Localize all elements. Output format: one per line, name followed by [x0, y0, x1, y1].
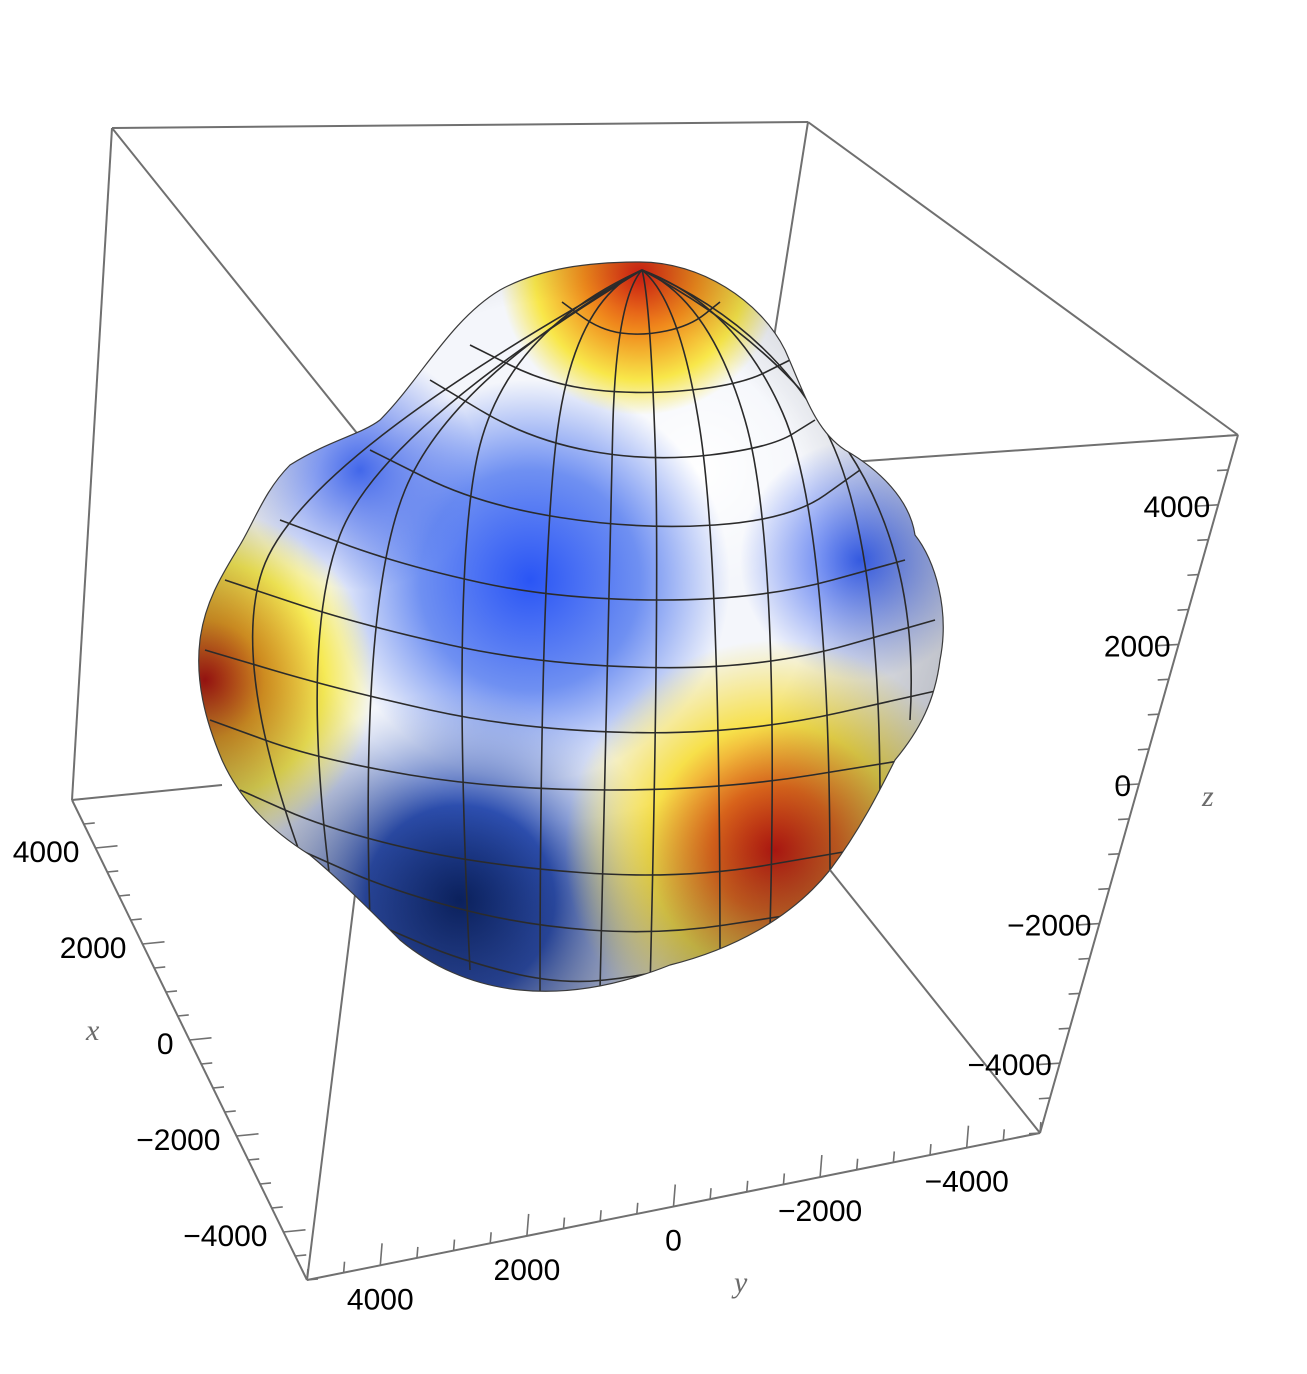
x-axis-tick — [224, 1110, 236, 1113]
y-axis-tick — [672, 1184, 677, 1207]
x-axis-tick-label: −2000 — [136, 1124, 220, 1157]
z-axis-tick — [1226, 434, 1239, 437]
z-axis-tick-label: −4000 — [968, 1049, 1052, 1082]
y-axis-tick — [562, 1217, 566, 1229]
z-axis-tick — [1217, 469, 1229, 472]
x-axis-tick — [259, 1182, 272, 1185]
z-axis-tick — [1116, 783, 1140, 787]
x-axis-tick-label: 4000 — [13, 836, 80, 869]
z-axis-tick — [1187, 573, 1199, 577]
y-axis-tick-label: 2000 — [494, 1254, 561, 1287]
y-axis-tick — [855, 1158, 859, 1170]
y-axis-tick — [599, 1210, 602, 1222]
y-axis-tick — [892, 1151, 896, 1163]
z-axis-tick — [1147, 713, 1159, 716]
y-axis-tick — [489, 1232, 492, 1244]
z-axis-tick — [1118, 818, 1130, 821]
y-axis-tick-label: 0 — [665, 1225, 682, 1258]
y-axis-tick — [819, 1155, 823, 1178]
z-axis-tick — [1038, 1097, 1050, 1100]
surface-outline — [198, 261, 944, 992]
y-axis-tick — [965, 1125, 970, 1148]
z-axis-tick — [1156, 643, 1179, 647]
x-axis-tick — [154, 966, 166, 969]
y-axis-tick-label: −4000 — [925, 1166, 1009, 1199]
y-axis-label: y — [731, 1266, 748, 1299]
z-axis-label: z — [1201, 780, 1214, 813]
x-axis-tick — [142, 941, 165, 945]
x-axis-tick — [236, 1133, 259, 1137]
y-axis-tick — [929, 1143, 932, 1156]
y-axis-tick — [526, 1213, 530, 1236]
x-axis-tick — [189, 1037, 212, 1041]
y-axis-tick — [342, 1261, 346, 1273]
x-axis-tick — [95, 845, 118, 849]
x-axis-tick — [165, 990, 178, 993]
surface — [198, 262, 944, 992]
y-axis-tick — [1002, 1129, 1006, 1141]
x-axis-tick-label: 0 — [157, 1028, 174, 1061]
z-axis-tick-label: 4000 — [1143, 491, 1210, 524]
z-axis-tick — [1077, 922, 1100, 926]
z-axis-tick — [1028, 1132, 1041, 1135]
x-axis-label: x — [85, 1014, 100, 1047]
y-axis: 4000 2000 0 −2000 −4000 — [306, 1121, 1042, 1316]
y-axis-tick — [1039, 1121, 1042, 1134]
z-axis-tick — [1157, 678, 1169, 681]
x-axis-tick — [271, 1206, 283, 1209]
x-axis-tick — [83, 822, 95, 825]
x-axis-tick — [107, 870, 119, 873]
z-axis-tick — [1108, 853, 1120, 856]
y-axis-tick — [306, 1268, 309, 1281]
y-axis-tick — [636, 1202, 639, 1214]
z-axis-tick-label: 0 — [1114, 770, 1131, 803]
x-axis-tick — [283, 1229, 306, 1233]
x-axis-tick — [212, 1086, 225, 1089]
x-axis-tick-label: −4000 — [183, 1220, 267, 1253]
y-axis-tick — [452, 1239, 456, 1251]
z-axis-tick — [1196, 504, 1219, 507]
y-axis-tick — [416, 1246, 419, 1259]
x-axis-tick — [295, 1254, 307, 1257]
x-axis-tick — [118, 894, 131, 897]
x-axis-tick — [306, 1278, 319, 1281]
z-axis-tick-label: 2000 — [1104, 630, 1171, 663]
y-axis-tick — [746, 1180, 749, 1192]
x-axis: 4000 2000 0 −2000 −4000 — [13, 798, 319, 1281]
x-axis-tick — [71, 798, 84, 801]
z-axis-tick — [1037, 1062, 1060, 1066]
z-axis-tick — [1197, 538, 1209, 542]
x-axis-tick — [248, 1158, 260, 1161]
x-axis-tick-label: 2000 — [60, 932, 127, 965]
z-axis-tick — [1098, 887, 1110, 891]
y-axis-tick — [379, 1243, 383, 1266]
z-axis-tick — [1078, 957, 1090, 960]
y-axis-tick — [709, 1188, 712, 1200]
z-axis-tick — [1137, 748, 1149, 751]
x-axis-tick — [201, 1062, 213, 1065]
y-axis-tick — [782, 1173, 786, 1185]
y-axis-tick-label: 4000 — [347, 1283, 414, 1316]
x-axis-tick — [130, 918, 142, 921]
y-axis-tick-label: −2000 — [778, 1195, 862, 1228]
z-axis-tick — [1058, 1027, 1070, 1030]
z-axis: 4000 2000 0 −2000 −4000 — [968, 434, 1239, 1135]
z-axis-tick — [1068, 992, 1080, 995]
z-axis-tick — [1177, 608, 1189, 611]
z-axis-tick-label: −2000 — [1007, 910, 1091, 943]
x-axis-tick — [177, 1014, 189, 1017]
